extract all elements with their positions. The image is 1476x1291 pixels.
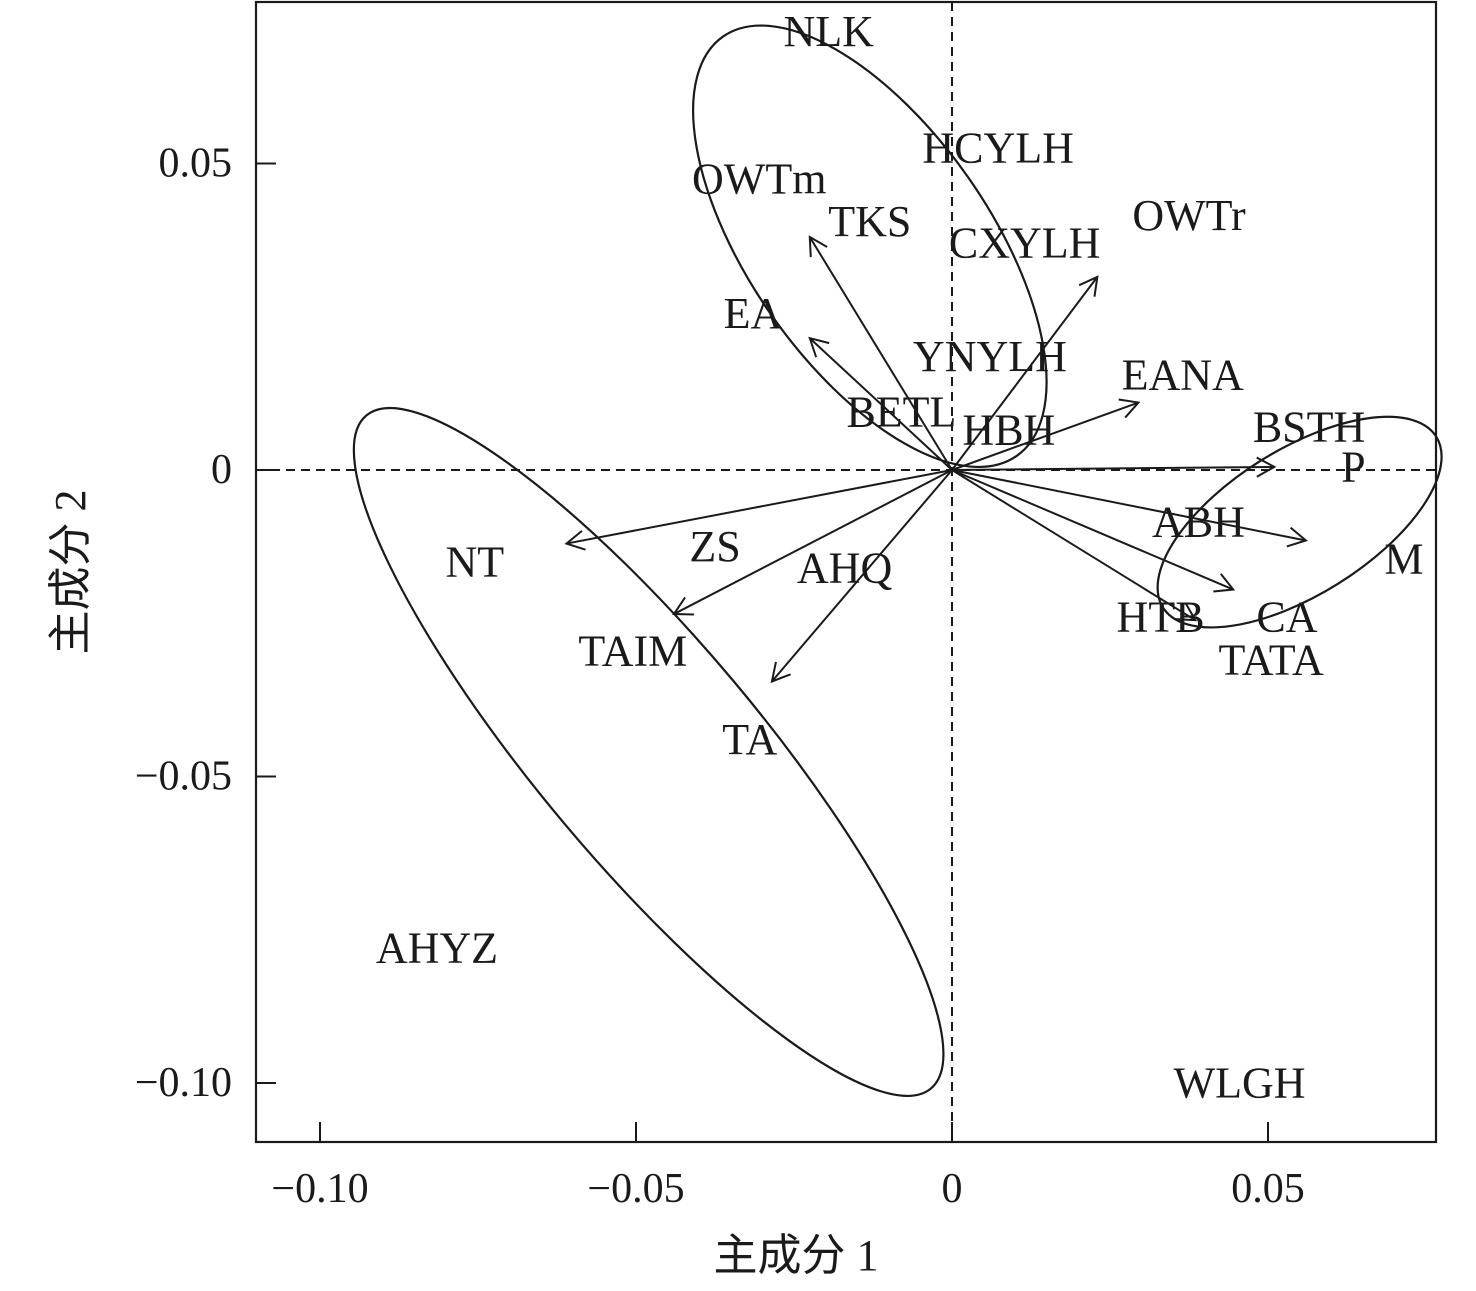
sample-label-tks: TKS: [828, 197, 911, 246]
loading-vector-7: [951, 469, 1234, 591]
x-tick-label: −0.05: [587, 1166, 684, 1212]
x-axis: −0.10 −0.05 0 0.05: [271, 1122, 1305, 1212]
sample-label-ta: TA: [722, 715, 777, 764]
sample-label-tata: TATA: [1218, 636, 1324, 685]
y-tick-label: 0.05: [159, 141, 233, 187]
loading-vector-1: [808, 236, 953, 471]
arrowhead-3: [1078, 275, 1099, 297]
x-tick-label: −0.10: [271, 1166, 368, 1212]
sample-label-zs: ZS: [689, 522, 740, 571]
group-ellipse-3: [352, 406, 945, 1097]
sample-label-hbh: HBH: [962, 406, 1055, 455]
arrowhead-5: [1256, 456, 1277, 478]
y-axis-title: 主成分 2: [46, 490, 95, 655]
y-axis: 0.05 0 −0.05 −0.10: [135, 141, 276, 1106]
loading-vector-10: [673, 469, 953, 615]
y-tick-label: −0.05: [135, 754, 232, 800]
arrowhead-6: [1286, 526, 1308, 548]
sample-label-ea: EA: [724, 289, 783, 338]
sample-label-owtm: OWTm: [692, 154, 826, 203]
sample-label-betl: BETL: [846, 387, 956, 436]
sample-label-htb: HTB: [1117, 593, 1205, 642]
arrowhead-7: [1213, 573, 1236, 593]
arrowhead-8: [1175, 602, 1198, 622]
y-tick-label: 0: [211, 447, 232, 493]
group-ellipse-1: [692, 24, 1048, 469]
y-tick-label: −0.10: [135, 1060, 232, 1106]
sample-label-ynylh: YNYLH: [913, 332, 1067, 381]
loading-vector-6: [951, 469, 1307, 542]
loading-vector-5: [951, 465, 1275, 471]
arrowhead-4: [1118, 398, 1141, 419]
x-axis-title: 主成分 1: [714, 1231, 879, 1280]
sample-label-hcylh: HCYLH: [922, 124, 1074, 173]
plot-frame: [254, 0, 1438, 1144]
sample-label-ahq: AHQ: [797, 544, 893, 593]
sample-label-wlgh: WLGH: [1174, 1059, 1306, 1108]
arrowhead-10: [672, 596, 694, 616]
loading-vector-9: [566, 469, 953, 545]
sample-label-taim: TAIM: [578, 626, 687, 675]
loading-vector-11: [771, 469, 953, 683]
zero-reference-lines: [256, 2, 1436, 1142]
sample-label-p: P: [1341, 442, 1365, 491]
sample-label-ca: CA: [1256, 593, 1317, 642]
loading-vector-2: [809, 337, 953, 471]
x-tick-label: 0: [942, 1166, 963, 1212]
arrowhead-9: [564, 530, 586, 551]
loading-vector-8: [951, 469, 1196, 622]
sample-label-bsth: BSTH: [1253, 403, 1365, 452]
sample-label-abh: ABH: [1152, 498, 1245, 547]
arrowhead-1: [808, 235, 828, 258]
sample-label-ahyz: AHYZ: [376, 924, 498, 973]
loading-vector-4: [951, 401, 1139, 471]
sample-label-eana: EANA: [1122, 350, 1244, 399]
arrowhead-11: [770, 661, 791, 684]
arrowhead-2: [808, 336, 830, 358]
loading-vectors: [564, 235, 1308, 684]
plot-border: [254, 0, 1438, 1144]
x-tick-label: 0.05: [1231, 1166, 1305, 1212]
sample-label-nt: NT: [446, 537, 505, 586]
sample-label-m: M: [1384, 534, 1423, 583]
sample-label-owtr: OWTr: [1132, 191, 1246, 240]
sample-label-cxylh: CXYLH: [949, 219, 1101, 268]
sample-label-nlk: NLK: [784, 7, 875, 56]
loading-vector-3: [951, 276, 1099, 471]
